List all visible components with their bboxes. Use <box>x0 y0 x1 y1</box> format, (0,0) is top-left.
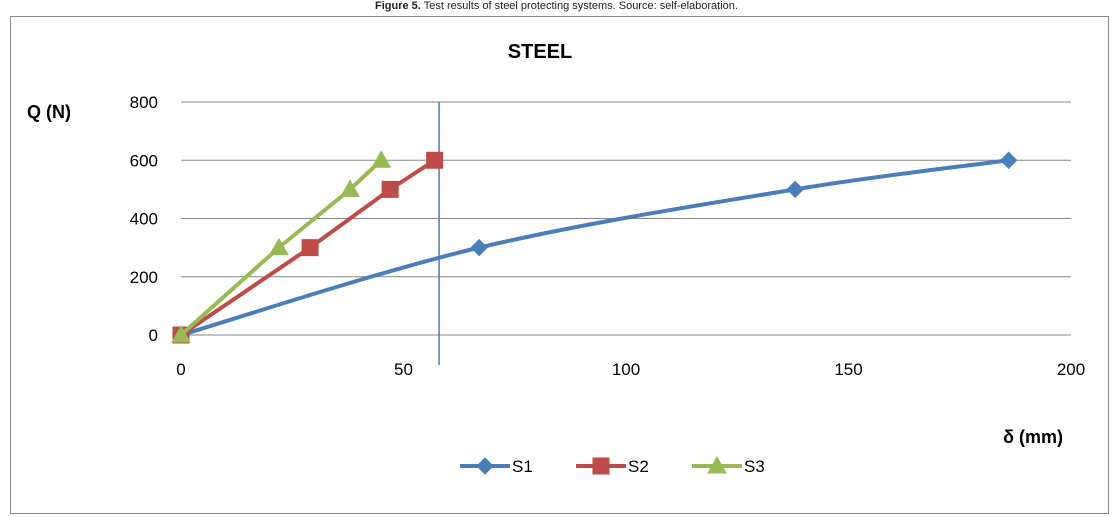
legend-label-s2: S2 <box>628 457 649 476</box>
data-point-s3-3 <box>371 150 392 168</box>
tick-layer: 0 200 400 600 800 0 50 100 150 200 <box>130 93 1086 379</box>
legend-label-s3: S3 <box>744 457 765 476</box>
series-line-s2 <box>179 158 436 337</box>
data-point-s1-1 <box>470 238 488 257</box>
y-tick-label-400: 400 <box>130 210 158 229</box>
data-point-s3-1 <box>269 237 289 256</box>
x-tick-label-200: 200 <box>1057 360 1085 379</box>
legend-label-s1: S1 <box>512 457 533 476</box>
y-tick-label-200: 200 <box>130 268 158 287</box>
legend-marker-s1 <box>476 457 494 475</box>
y-axis-label: Q (N) <box>27 102 71 122</box>
y-tick-label-800: 800 <box>130 93 158 112</box>
data-point-s2-1 <box>301 239 319 257</box>
legend-marker-s2 <box>592 457 610 475</box>
data-point-s1-2 <box>786 180 804 199</box>
y-tick-label-600: 600 <box>130 151 158 170</box>
data-point-s2-3 <box>426 151 444 169</box>
series-line-s3 <box>179 158 383 337</box>
data-point-s1-3 <box>999 151 1018 169</box>
x-axis-label: δ (mm) <box>1003 427 1063 447</box>
data-point-s2-2 <box>381 180 399 198</box>
series-layer <box>171 150 1018 344</box>
figure-caption: Figure 5. Test results of steel protecti… <box>0 0 1113 12</box>
legend-layer: S1 S2 S3 <box>460 455 765 476</box>
series-line-s1 <box>180 158 1009 337</box>
x-tick-label-50: 50 <box>394 360 413 379</box>
x-tick-label-100: 100 <box>612 360 640 379</box>
caption-text: Test results of steel protecting systems… <box>420 0 738 12</box>
chart-title: STEEL <box>508 41 572 63</box>
legend-marker-s3 <box>707 455 727 474</box>
data-point-s3-2 <box>340 179 360 197</box>
chart-frame <box>10 16 1109 514</box>
x-tick-label-0: 0 <box>176 360 185 379</box>
data-point-s3-0 <box>171 324 191 343</box>
caption-prefix: Figure 5. <box>375 0 421 12</box>
x-tick-label-150: 150 <box>834 360 862 379</box>
y-tick-label-0: 0 <box>149 326 158 345</box>
